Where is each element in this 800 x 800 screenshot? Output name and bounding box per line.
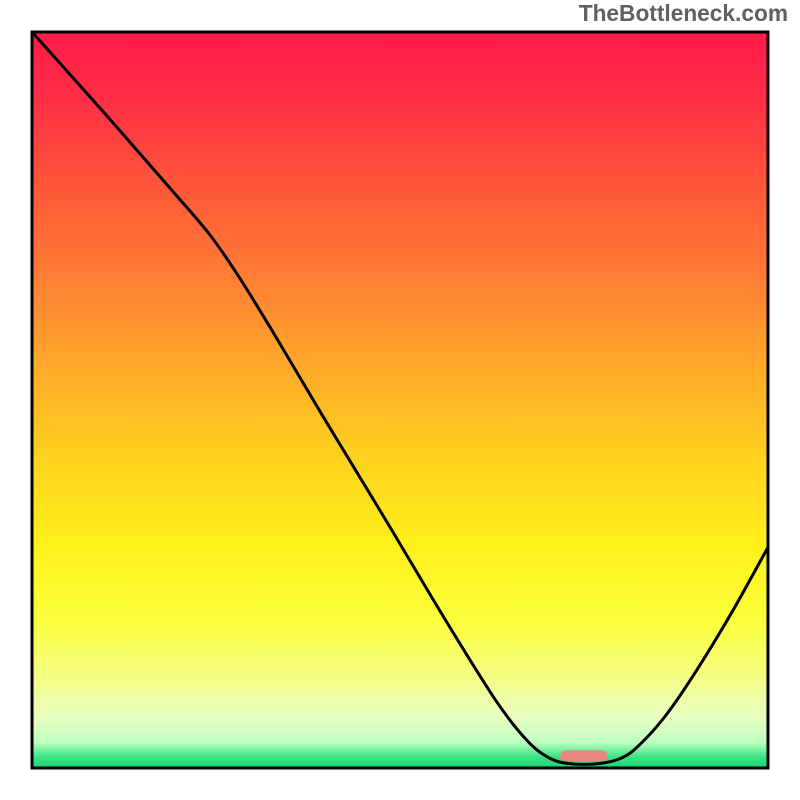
chart-root: TheBottleneck.com: [0, 0, 800, 800]
optimal-range-marker: [560, 750, 608, 761]
watermark-text: TheBottleneck.com: [579, 0, 788, 27]
gradient-background: [32, 32, 768, 768]
bottleneck-gradient-chart: [0, 0, 800, 800]
